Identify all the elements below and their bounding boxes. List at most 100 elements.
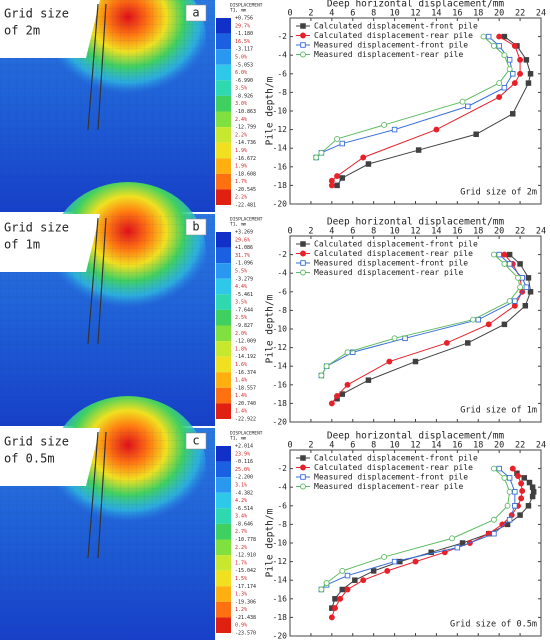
legend-swatch bbox=[216, 523, 231, 540]
marker bbox=[525, 80, 532, 86]
legend-percent: 16.5% bbox=[235, 39, 250, 45]
slope-cover bbox=[0, 428, 100, 486]
marker bbox=[512, 503, 518, 509]
marker bbox=[496, 94, 503, 101]
marker bbox=[433, 126, 440, 133]
legend-percent: 1.5% bbox=[235, 576, 247, 582]
legend-value: +2.014 bbox=[235, 444, 253, 450]
legend-value: -9.827 bbox=[235, 323, 253, 329]
x-tick-label: 8 bbox=[371, 227, 376, 237]
legend-swatch bbox=[216, 263, 231, 279]
marker bbox=[318, 372, 325, 379]
legend-value: -18.608 bbox=[235, 171, 256, 177]
legend-value: -3.279 bbox=[235, 276, 253, 282]
marker bbox=[517, 56, 524, 63]
legend-percent: 1.7% bbox=[235, 560, 247, 566]
legend-marker bbox=[300, 42, 306, 48]
marker bbox=[328, 400, 335, 407]
legend-marker bbox=[300, 51, 306, 58]
marker bbox=[525, 275, 532, 281]
legend-percent: 1.9% bbox=[235, 164, 247, 170]
y-tick-label: -8 bbox=[277, 520, 287, 529]
marker bbox=[501, 260, 508, 267]
mesh bbox=[0, 214, 215, 426]
legend-percent: 1.9% bbox=[235, 148, 247, 154]
grid-size-label: Grid size bbox=[4, 221, 69, 235]
legend-value: -15.042 bbox=[235, 568, 256, 574]
marker bbox=[512, 489, 518, 495]
marker bbox=[339, 140, 346, 147]
legend-value: -6.514 bbox=[235, 506, 253, 512]
legend-swatch bbox=[216, 539, 231, 556]
marker bbox=[480, 33, 487, 40]
y-tick-label: -18 bbox=[273, 613, 288, 622]
marker bbox=[339, 567, 346, 574]
legend-swatch bbox=[216, 446, 231, 462]
x-tick-label: 24 bbox=[536, 227, 546, 237]
legend-value: -20.545 bbox=[235, 187, 256, 193]
legend-marker bbox=[300, 23, 306, 29]
legend-percent: 3.5% bbox=[235, 86, 247, 92]
legend-percent: 1.2% bbox=[235, 607, 247, 613]
legend-swatch bbox=[216, 127, 231, 143]
legend-percent: 2.7% bbox=[235, 529, 247, 535]
marker bbox=[517, 512, 523, 518]
marker bbox=[360, 154, 367, 161]
legend-label: Calculated displacement-rear pile bbox=[314, 31, 473, 40]
legend-value: -10.778 bbox=[235, 537, 256, 543]
marker bbox=[491, 530, 497, 537]
marker bbox=[443, 340, 450, 346]
mesh bbox=[0, 428, 215, 640]
marker bbox=[334, 173, 341, 180]
marker bbox=[412, 358, 419, 365]
legend-label: Measured displacement-rear pile bbox=[314, 482, 463, 491]
pile bbox=[97, 3, 107, 131]
legend-label: Measured displacement-front pile bbox=[314, 41, 468, 50]
marker bbox=[530, 489, 537, 495]
x-tick-label: 10 bbox=[389, 9, 399, 19]
marker bbox=[313, 154, 320, 161]
marker bbox=[391, 126, 398, 133]
y-axis-label: Pile depth/m bbox=[265, 508, 276, 577]
legend-value: +1.086 bbox=[235, 245, 253, 251]
legend-swatch bbox=[216, 294, 231, 310]
x-tick-label: 24 bbox=[536, 441, 546, 451]
marker bbox=[318, 586, 325, 593]
panel-letter: b bbox=[192, 220, 199, 234]
legend-swatch bbox=[216, 309, 231, 326]
marker bbox=[465, 103, 471, 110]
series-line bbox=[315, 36, 511, 158]
marker bbox=[428, 549, 434, 556]
legend-value: -1.180 bbox=[235, 31, 253, 37]
legend-swatch bbox=[216, 477, 231, 493]
x-tick-label: 8 bbox=[371, 441, 376, 451]
x-tick-label: 18 bbox=[473, 9, 483, 19]
legend-percent: 2.2% bbox=[235, 132, 247, 138]
legend-value: -5.053 bbox=[235, 62, 253, 68]
y-tick-label: -10 bbox=[273, 539, 288, 548]
marker bbox=[525, 503, 532, 509]
legend-label: Calculated displacement-front pile bbox=[314, 240, 478, 249]
x-tick-label: 18 bbox=[473, 441, 483, 451]
marker bbox=[328, 614, 335, 621]
legend-swatch bbox=[216, 461, 231, 478]
x-tick-label: 20 bbox=[494, 9, 504, 19]
legend-value: -10.863 bbox=[235, 109, 256, 115]
legend-swatch bbox=[216, 278, 231, 295]
chart-title: Deep horizontal displacement/mm bbox=[327, 0, 505, 10]
legend-value: -12.009 bbox=[235, 339, 256, 345]
legend-label: Measured displacement-front pile bbox=[314, 473, 468, 482]
legend-marker bbox=[300, 483, 306, 490]
legend-percent: 3.4% bbox=[235, 514, 247, 520]
marker bbox=[412, 558, 419, 565]
marker bbox=[511, 302, 518, 309]
legend-percent: 0.9% bbox=[235, 623, 247, 629]
marker bbox=[473, 131, 479, 137]
x-tick-label: 0 bbox=[287, 441, 292, 451]
marker bbox=[496, 80, 503, 87]
marker bbox=[517, 70, 524, 77]
legend-swatch bbox=[216, 64, 231, 81]
marker bbox=[529, 493, 536, 500]
legend-header: T1, mm bbox=[230, 222, 247, 228]
